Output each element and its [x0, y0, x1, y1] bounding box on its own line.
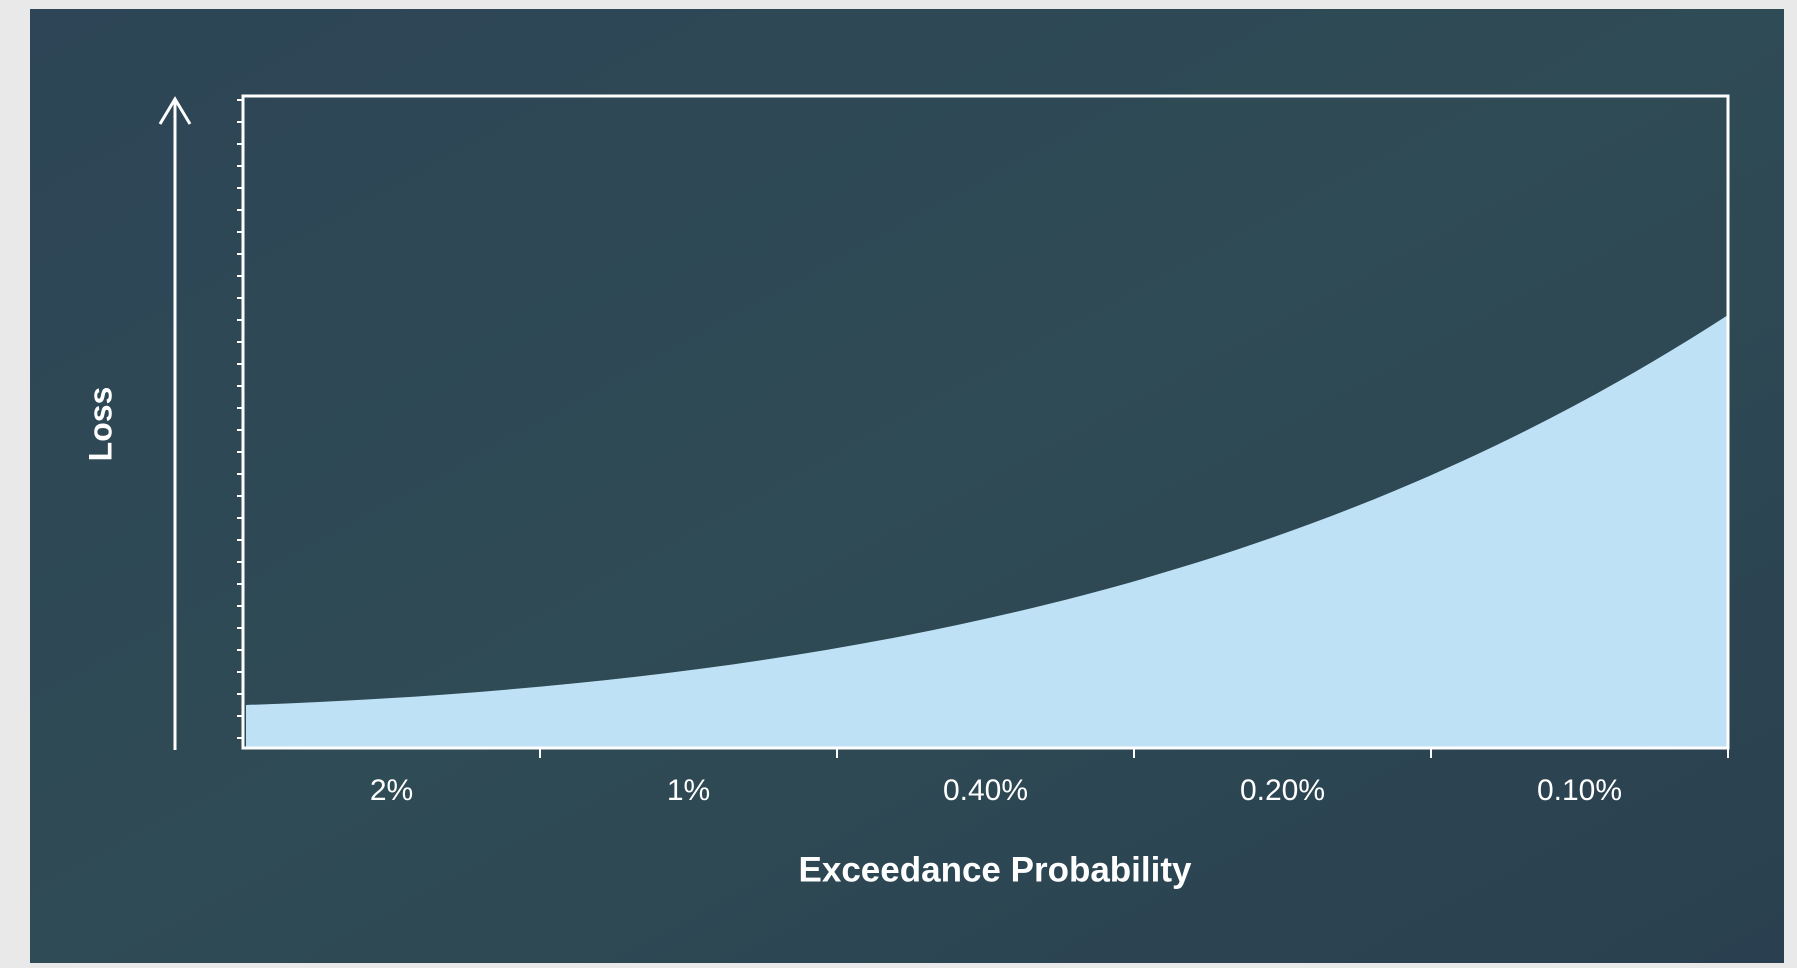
x-tick-label: 0.10% [1537, 774, 1622, 807]
x-axis-title: Exceedance Probability [799, 850, 1192, 889]
plot-frame [241, 94, 1730, 750]
x-tick-label: 2% [370, 774, 413, 807]
loss-curve [246, 315, 1728, 748]
x-tick-label: 0.20% [1240, 774, 1325, 807]
x-tick-label: 1% [667, 774, 710, 807]
x-tick-label: 0.40% [943, 774, 1028, 807]
y-axis-title: Loss [82, 387, 118, 462]
y-minor-ticks [237, 99, 243, 739]
arrow-head [158, 96, 192, 125]
